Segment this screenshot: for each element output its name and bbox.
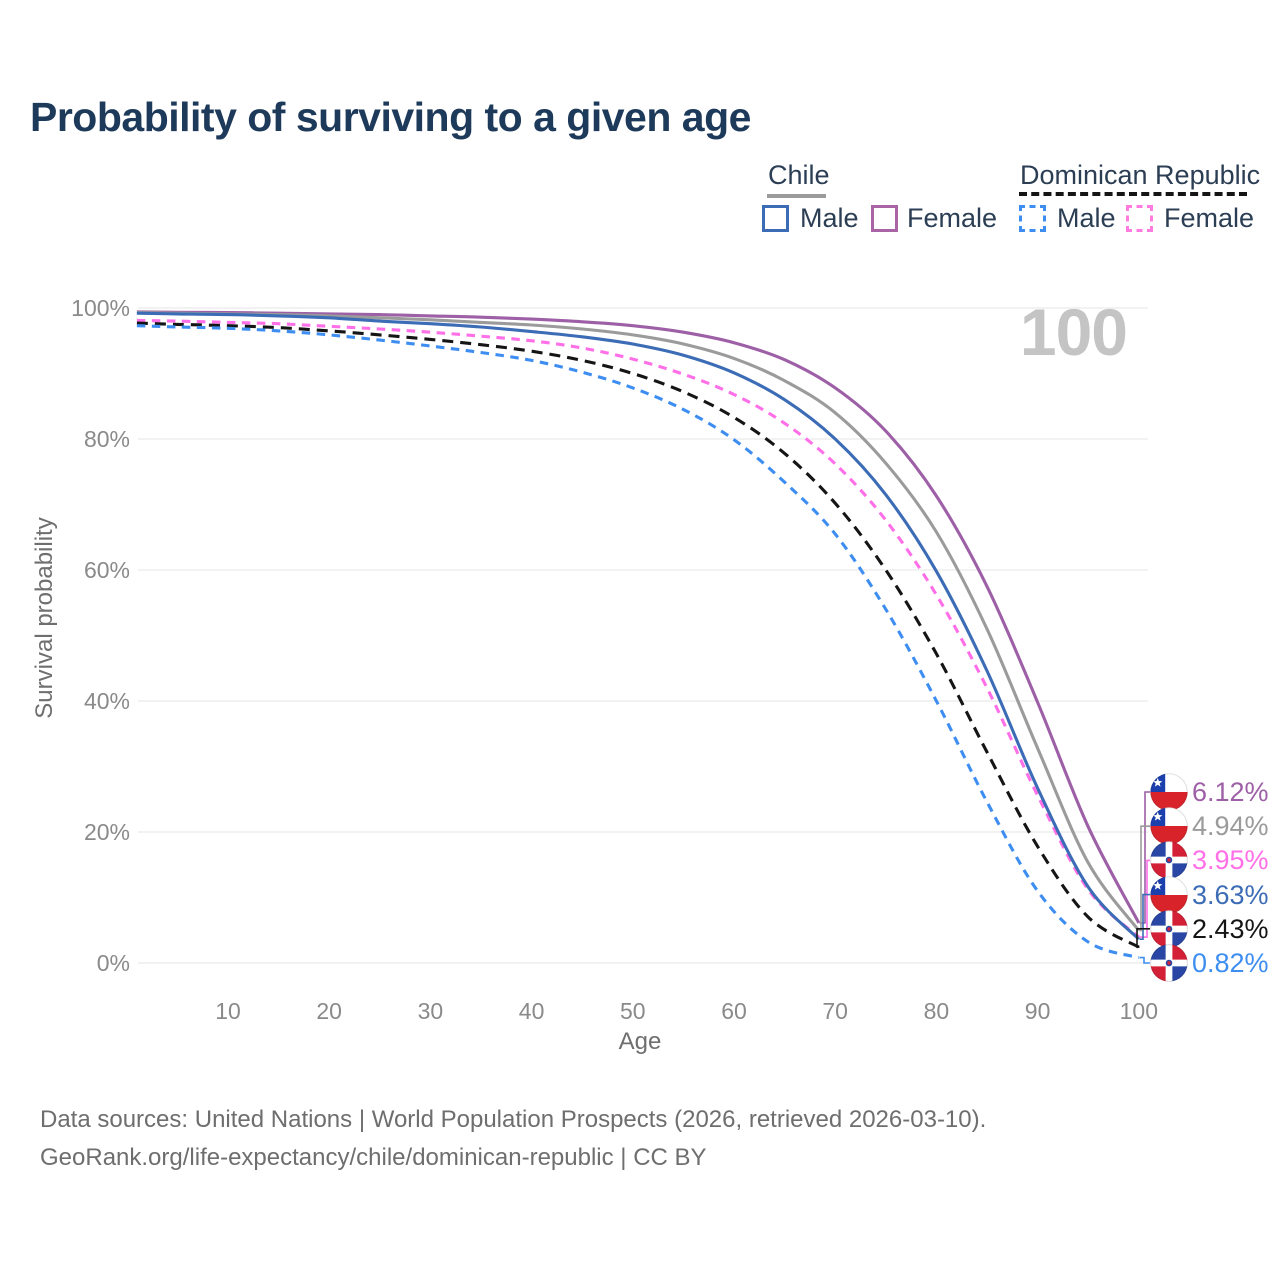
x-tick-label: 40 [518, 998, 545, 1024]
legend-dr-female-label[interactable]: Female [1164, 203, 1255, 233]
endpoint-connector [1136, 928, 1150, 948]
legend-chile-title: Chile [768, 160, 830, 190]
y-tick-label: 0% [96, 950, 130, 976]
endpoint-label: 6.12% [1150, 773, 1269, 811]
endpoint-value: 0.82% [1192, 948, 1269, 978]
chile-solid-line-swatch [767, 194, 826, 198]
dr-male-swatch[interactable] [1019, 205, 1046, 232]
series-line [136, 310, 1141, 924]
footer-sources: Data sources: United Nations | World Pop… [40, 1106, 987, 1133]
y-tick-label: 100% [71, 295, 130, 321]
endpoint-value: 3.95% [1192, 845, 1269, 876]
x-tick-label: 100 [1119, 998, 1158, 1024]
x-tick-label: 20 [316, 998, 342, 1024]
x-axis-title: Age [618, 1028, 662, 1055]
endpoint-label: 3.95% [1150, 841, 1269, 880]
footer-url: GeoRank.org/life-expectancy/chile/domini… [40, 1144, 707, 1171]
chile-flag-icon [1150, 773, 1188, 811]
dr-dashed-line-swatch [1019, 192, 1247, 196]
x-tick-label: 60 [721, 998, 747, 1024]
y-tick-label: 60% [83, 557, 130, 583]
endpoint-connector [1139, 956, 1150, 964]
dominican-republic-flag-icon [1150, 841, 1188, 880]
series-line [136, 318, 1140, 939]
endpoint-value: 6.12% [1192, 777, 1269, 807]
endpoint-label: 2.43% [1150, 910, 1269, 948]
legend-dr-male-label[interactable]: Male [1057, 203, 1116, 233]
chile-flag-icon [1150, 807, 1188, 845]
x-tick-label: 90 [1024, 998, 1051, 1024]
legend-dr-title: Dominican Republic [1020, 160, 1261, 190]
page-title: Probability of surviving to a given age [30, 94, 751, 140]
y-tick-label: 40% [83, 688, 130, 714]
legend-chile-male-label[interactable]: Male [800, 203, 859, 233]
series-line [136, 311, 1141, 932]
dr-female-swatch[interactable] [1126, 205, 1153, 232]
endpoint-value: 2.43% [1192, 913, 1269, 944]
dominican-republic-flag-icon [1150, 910, 1188, 948]
y-axis-title: Survival probability [31, 517, 58, 719]
x-tick-label: 10 [215, 998, 241, 1024]
series-line [136, 324, 1140, 960]
endpoint-value: 4.94% [1192, 811, 1269, 842]
age-watermark: 100 [1019, 295, 1128, 369]
endpoint-label: 4.94% [1150, 807, 1269, 845]
legend-chile-female-label[interactable]: Female [907, 203, 998, 233]
endpoint-label: 0.82% [1150, 944, 1269, 982]
y-tick-label: 80% [83, 426, 130, 452]
x-tick-label: 50 [620, 998, 646, 1024]
endpoint-connector [1139, 825, 1150, 932]
series-line [136, 321, 1140, 949]
endpoint-label: 3.63% [1150, 875, 1269, 914]
endpoint-connector [1139, 893, 1150, 940]
chile-flag-icon [1150, 875, 1188, 914]
chile-female-swatch[interactable] [871, 205, 898, 232]
y-tick-label: 20% [83, 819, 130, 845]
chile-male-swatch[interactable] [762, 205, 789, 232]
dominican-republic-flag-icon [1150, 944, 1188, 982]
series-line [136, 311, 1140, 941]
x-tick-label: 30 [417, 998, 444, 1024]
endpoint-value: 3.63% [1192, 879, 1269, 910]
x-tick-label: 70 [822, 998, 848, 1024]
x-tick-label: 80 [923, 998, 950, 1024]
